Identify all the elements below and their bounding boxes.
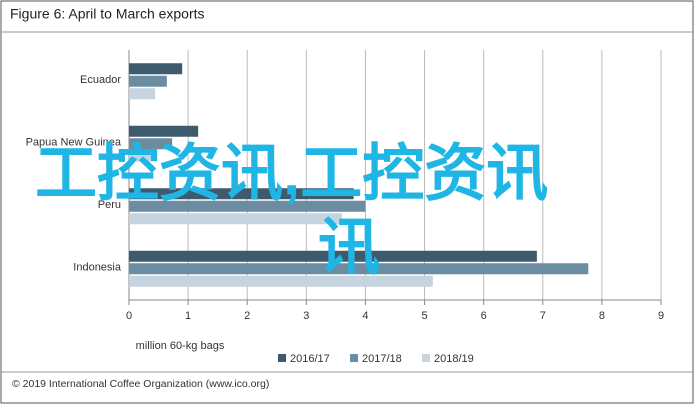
x-tick-label: 4: [362, 310, 368, 322]
x-tick-label: 9: [658, 310, 664, 322]
x-axis-label: million 60-kg bags: [136, 340, 225, 352]
y-tick-label: Papua New Guinea: [26, 137, 122, 149]
bar: [129, 213, 342, 225]
y-tick-label: Indonesia: [73, 262, 122, 274]
x-tick-label: 2: [244, 310, 250, 322]
bar: [129, 250, 537, 262]
x-tick-label: 6: [481, 310, 487, 322]
x-tick-label: 0: [126, 310, 132, 322]
watermark: 工控资讯,工控资讯: [35, 139, 548, 208]
bar: [129, 200, 366, 212]
source-note: © 2019 International Coffee Organization…: [12, 378, 269, 390]
bar: [129, 63, 183, 75]
y-tick-label: Peru: [98, 199, 121, 211]
legend-swatch: [422, 354, 430, 362]
y-tick-label: Ecuador: [80, 74, 121, 86]
x-tick-label: 7: [540, 310, 546, 322]
bar: [129, 138, 173, 150]
chart-title: Figure 6: April to March exports: [10, 6, 205, 22]
x-tick-label: 8: [599, 310, 605, 322]
legend-label: 2016/17: [290, 353, 330, 365]
bar: [129, 75, 167, 87]
legend-label: 2017/18: [362, 353, 402, 365]
watermark: 讯: [318, 213, 380, 282]
plot: 0 1 2 3 4 5 6 7 8 9 Ecuador Papua New Guinea Peru Ind…: [26, 50, 664, 365]
legend-label: 2018/19: [434, 353, 474, 365]
x-tick-label: 5: [421, 310, 427, 322]
legend-swatch: [278, 354, 286, 362]
bar: [129, 275, 433, 287]
bar: [129, 263, 589, 275]
bar: [129, 188, 354, 200]
legend-swatch: [350, 354, 358, 362]
x-tick-label: 1: [185, 310, 191, 322]
bar: [129, 125, 199, 137]
bar: [129, 150, 151, 162]
bar: [129, 88, 156, 100]
x-tick-label: 3: [303, 310, 309, 322]
